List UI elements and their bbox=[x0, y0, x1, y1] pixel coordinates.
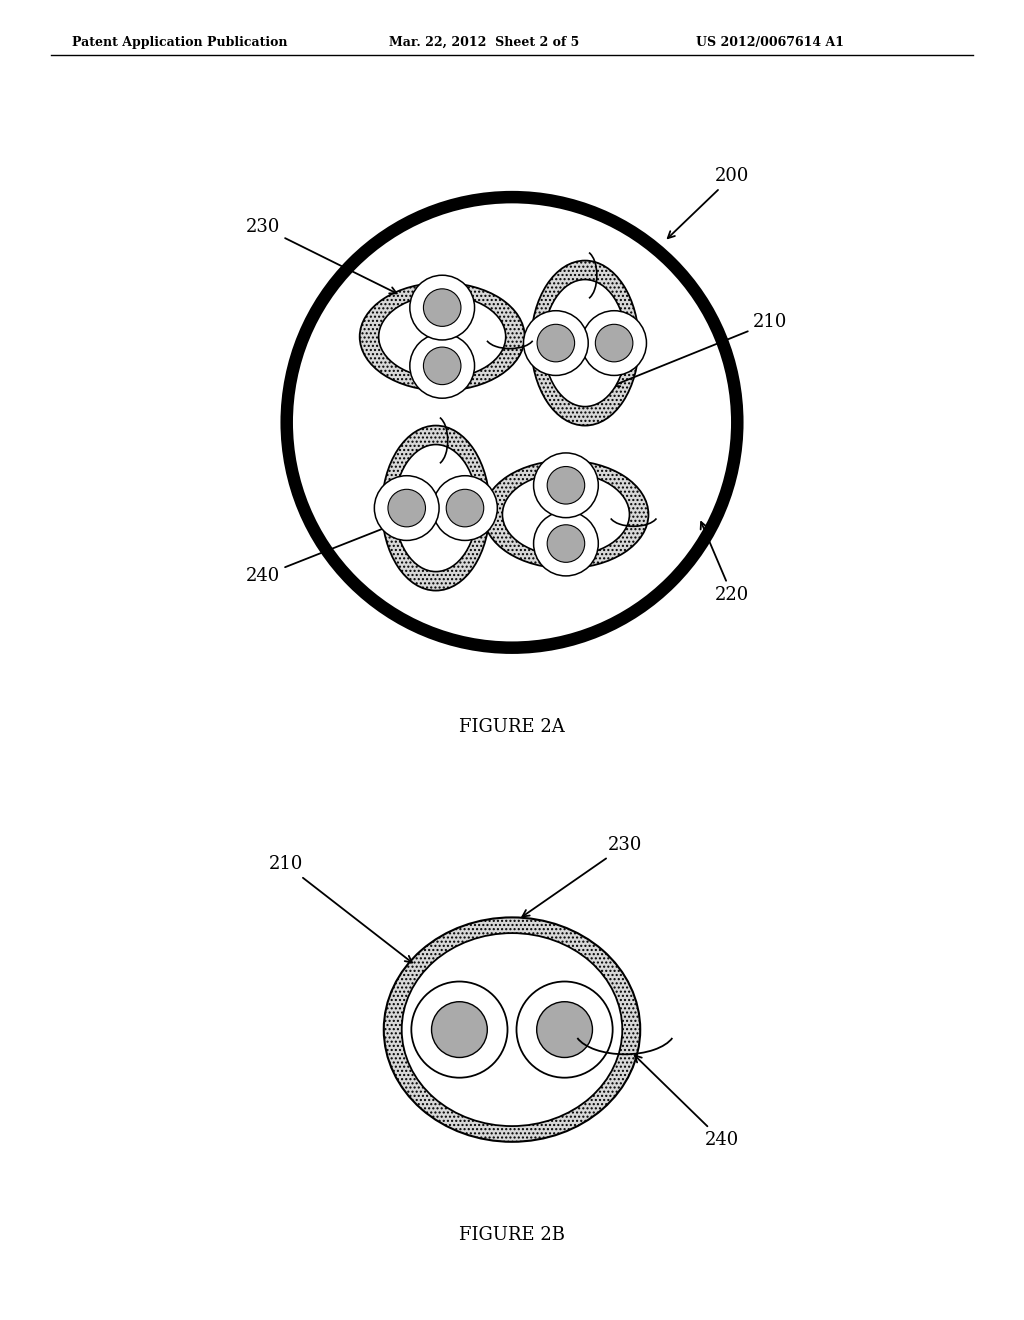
Text: 240: 240 bbox=[635, 1056, 738, 1148]
Circle shape bbox=[410, 276, 474, 341]
Circle shape bbox=[388, 490, 426, 527]
Circle shape bbox=[547, 525, 585, 562]
Circle shape bbox=[582, 310, 646, 375]
Text: Mar. 22, 2012  Sheet 2 of 5: Mar. 22, 2012 Sheet 2 of 5 bbox=[389, 36, 580, 49]
Ellipse shape bbox=[544, 280, 627, 407]
Circle shape bbox=[375, 475, 439, 540]
Ellipse shape bbox=[503, 473, 630, 556]
Circle shape bbox=[423, 347, 461, 384]
Ellipse shape bbox=[531, 260, 639, 425]
Text: 240: 240 bbox=[246, 490, 479, 585]
Ellipse shape bbox=[359, 282, 524, 391]
Circle shape bbox=[410, 334, 474, 399]
Text: 230: 230 bbox=[246, 218, 396, 293]
Circle shape bbox=[523, 310, 588, 375]
Text: 220: 220 bbox=[700, 521, 750, 605]
Ellipse shape bbox=[483, 461, 648, 569]
Circle shape bbox=[547, 466, 585, 504]
Text: 200: 200 bbox=[668, 168, 750, 238]
Text: 210: 210 bbox=[268, 855, 412, 962]
Ellipse shape bbox=[394, 445, 477, 572]
Circle shape bbox=[537, 1002, 593, 1057]
Text: 230: 230 bbox=[522, 836, 642, 916]
Text: US 2012/0067614 A1: US 2012/0067614 A1 bbox=[696, 36, 845, 49]
Circle shape bbox=[534, 453, 598, 517]
Circle shape bbox=[595, 325, 633, 362]
Circle shape bbox=[287, 197, 737, 648]
Ellipse shape bbox=[382, 425, 489, 590]
Text: FIGURE 2B: FIGURE 2B bbox=[459, 1226, 565, 1243]
Text: 210: 210 bbox=[613, 313, 787, 387]
Circle shape bbox=[516, 982, 612, 1077]
Circle shape bbox=[446, 490, 483, 527]
Circle shape bbox=[537, 325, 574, 362]
Circle shape bbox=[423, 289, 461, 326]
Ellipse shape bbox=[379, 296, 506, 379]
Circle shape bbox=[534, 511, 598, 576]
Circle shape bbox=[432, 475, 498, 540]
Text: Patent Application Publication: Patent Application Publication bbox=[72, 36, 287, 49]
Ellipse shape bbox=[384, 917, 640, 1142]
Circle shape bbox=[412, 982, 508, 1077]
Circle shape bbox=[431, 1002, 487, 1057]
Ellipse shape bbox=[401, 933, 623, 1126]
Text: FIGURE 2A: FIGURE 2A bbox=[459, 718, 565, 737]
